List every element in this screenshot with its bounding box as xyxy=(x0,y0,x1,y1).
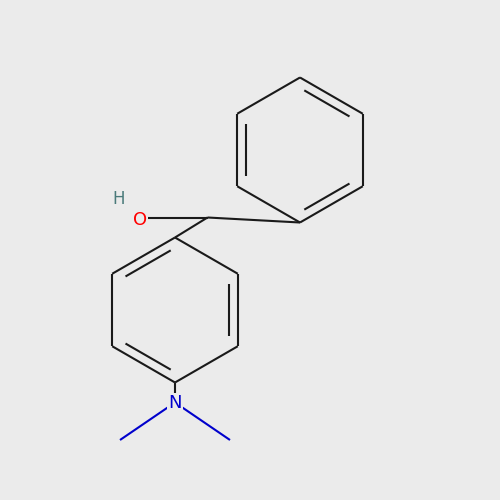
Text: H: H xyxy=(112,190,125,208)
Text: N: N xyxy=(168,394,182,411)
Text: O: O xyxy=(134,211,147,229)
